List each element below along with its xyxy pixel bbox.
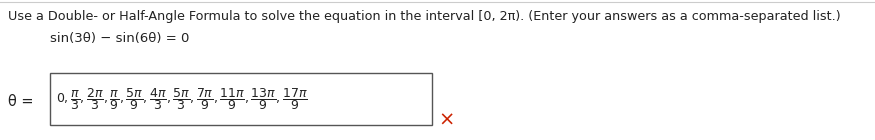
Bar [50, 73, 432, 125]
Text: θ =: θ = [8, 94, 33, 109]
Text: Use a Double- or Half-Angle Formula to solve the equation in the interval [0, 2π: Use a Double- or Half-Angle Formula to s… [8, 10, 841, 23]
Text: sin(3θ) − sin(6θ) = 0: sin(3θ) − sin(6θ) = 0 [50, 32, 189, 45]
Text: $\times$: $\times$ [438, 110, 453, 129]
Text: $0, \dfrac{\pi}{3}, \dfrac{2\pi}{3}, \dfrac{\pi}{9}, \dfrac{5\pi}{9}, \dfrac{4\p: $0, \dfrac{\pi}{3}, \dfrac{2\pi}{3}, \df… [56, 86, 308, 112]
